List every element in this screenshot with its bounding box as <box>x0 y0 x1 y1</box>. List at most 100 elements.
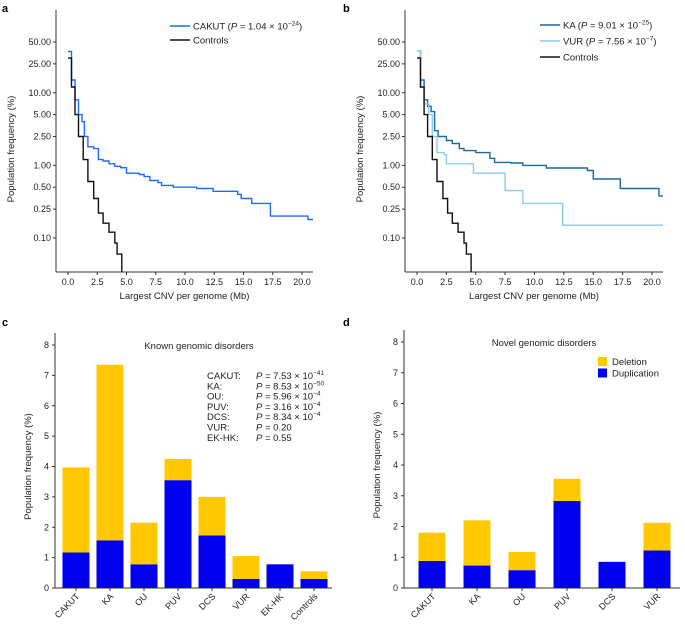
legend-entry: Controls <box>563 53 599 64</box>
x-tick-label: 20.0 <box>293 277 311 287</box>
p-value: P = 3.16 × 10−4 <box>256 401 321 413</box>
legend-entry-p-exponent: −7 <box>646 36 654 43</box>
x-tick-label: 5.0 <box>120 277 133 287</box>
x-tick-label: CAKUT <box>53 591 82 620</box>
y-tick-label: 7 <box>393 368 398 378</box>
x-tick-label: OU <box>511 591 528 608</box>
legend-swatch <box>598 368 607 378</box>
x-tick-label: 17.5 <box>614 277 632 287</box>
legend-entry-p-suffix: ) <box>653 37 656 48</box>
p-value-p-italic: P <box>256 423 263 434</box>
p-value: P = 7.53 × 10−41 <box>256 370 324 382</box>
x-tick-label: 17.5 <box>264 277 282 287</box>
legend-entry: Deletion <box>612 357 647 368</box>
y-tick-label: 0.50 <box>382 182 400 192</box>
series-line-vur <box>417 50 663 226</box>
y-tick-label: 2 <box>44 522 49 532</box>
legend-entry: CAKUT (P = 1.04 × 10−24) <box>193 21 302 33</box>
bar-ka-deletion <box>96 364 124 541</box>
legend-entry-p-prefix: ( <box>225 22 232 33</box>
x-tick-label: 5.0 <box>469 277 482 287</box>
x-tick-label: 10.0 <box>176 277 194 287</box>
x-tick-label: OU <box>133 591 150 608</box>
y-tick-label: 4 <box>393 460 398 470</box>
y-tick-label: 0.10 <box>382 233 400 243</box>
x-tick-label: PUV <box>552 591 572 611</box>
y-tick-label: 10.00 <box>28 88 51 98</box>
legend-entry-p-exponent: −25 <box>638 20 649 27</box>
x-tick-label: DCS <box>597 591 618 612</box>
legend-swatch <box>598 357 607 366</box>
p-value-label: CAKUT: <box>207 371 241 382</box>
p-value-label: OU: <box>207 392 224 403</box>
bar-ou-deletion <box>130 522 158 565</box>
bar-dcs-duplication <box>198 535 226 588</box>
legend-entry-p-italic: P <box>589 37 596 48</box>
legend-entry: VUR (P = 7.56 × 10−7) <box>563 36 657 48</box>
y-axis-label: Population frequency (%) <box>6 96 17 203</box>
legend-entry-name: KA <box>563 21 576 32</box>
y-axis-label: Population frequency (%) <box>355 96 366 203</box>
p-value-p-italic: P <box>256 402 263 413</box>
legend-entry-p-italic: P <box>231 22 238 33</box>
series-line-cakut <box>68 50 313 221</box>
p-value-p-italic: P <box>256 381 263 392</box>
bar-ka-deletion <box>463 520 491 566</box>
bar-controls-duplication <box>300 578 328 588</box>
y-tick-label: 1.00 <box>382 160 400 170</box>
y-tick-label: 6 <box>44 401 49 411</box>
bar-puv-deletion <box>164 458 192 481</box>
y-tick-label: 2.50 <box>382 131 400 141</box>
bar-dcs-deletion <box>198 496 226 536</box>
y-tick-label: 3 <box>44 492 49 502</box>
legend-entry-p-prefix: ( <box>583 37 590 48</box>
bar-cakut-duplication <box>62 552 90 588</box>
x-tick-label: 15.0 <box>235 277 253 287</box>
x-tick-label: DCS <box>197 591 218 612</box>
panel-label-a: a <box>2 3 9 15</box>
bar-puv-deletion <box>553 478 581 501</box>
legend-entry: Controls <box>193 36 229 47</box>
legend-entry-name: CAKUT <box>193 22 225 33</box>
y-tick-label: 0.25 <box>382 204 400 214</box>
p-value-p-exponent: −50 <box>313 380 324 387</box>
x-tick-label: Controls <box>289 591 320 622</box>
y-tick-label: 3 <box>393 491 398 501</box>
legend-entry-name: VUR <box>563 37 583 48</box>
p-value-p-exponent: −4 <box>313 411 321 418</box>
bar-controls-deletion <box>300 571 328 579</box>
y-tick-label: 5 <box>44 431 49 441</box>
panel-c-chart: 0 1 2 3 4 5 6 7 8 Population frequency (%) CAKUT KA… <box>23 333 332 622</box>
legend-entry-p-exponent: −24 <box>288 21 299 28</box>
p-value-p-value: = 7.53 × 10 <box>262 371 313 382</box>
y-tick-label: 2 <box>393 522 398 532</box>
x-tick-label: 2.5 <box>440 277 453 287</box>
p-value-p-italic: P <box>256 371 263 382</box>
x-tick-label: VUR <box>642 591 663 612</box>
series-line-ka <box>417 50 663 197</box>
p-value-label: DCS: <box>207 412 230 423</box>
panel-d-chart: 0 1 2 3 4 5 6 7 8 Population frequency (%) CAKUT KA… <box>372 330 680 620</box>
bar-vur-deletion <box>643 522 671 551</box>
y-tick-label: 0 <box>393 583 398 593</box>
bar-ou-deletion <box>508 552 536 571</box>
p-value-p-exponent: −4 <box>313 401 321 408</box>
p-value: P = 5.96 × 10−4 <box>256 391 321 403</box>
x-tick-label: 12.5 <box>205 277 223 287</box>
p-value-p-value: = 0.20 <box>262 423 291 434</box>
x-tick-label: KA <box>467 591 483 607</box>
legend-entry-p-value: = 7.56 × 10 <box>595 37 646 48</box>
x-tick-label: 12.5 <box>555 277 573 287</box>
bar-puv-duplication <box>553 500 581 588</box>
bar-ka-duplication <box>463 565 491 588</box>
x-tick-label: 0.0 <box>62 277 75 287</box>
p-value: P = 8.34 × 10−4 <box>256 411 321 423</box>
x-tick-label: EK-HK <box>259 591 286 618</box>
p-value-p-value: = 0.55 <box>262 433 291 444</box>
x-tick-label: 10.0 <box>526 277 544 287</box>
p-value-label: PUV: <box>207 402 229 413</box>
legend-entry: KA (P = 9.01 × 10−25) <box>563 20 652 32</box>
legend-entry-p-prefix: ( <box>575 21 582 32</box>
bar-cakut-duplication <box>418 560 446 588</box>
